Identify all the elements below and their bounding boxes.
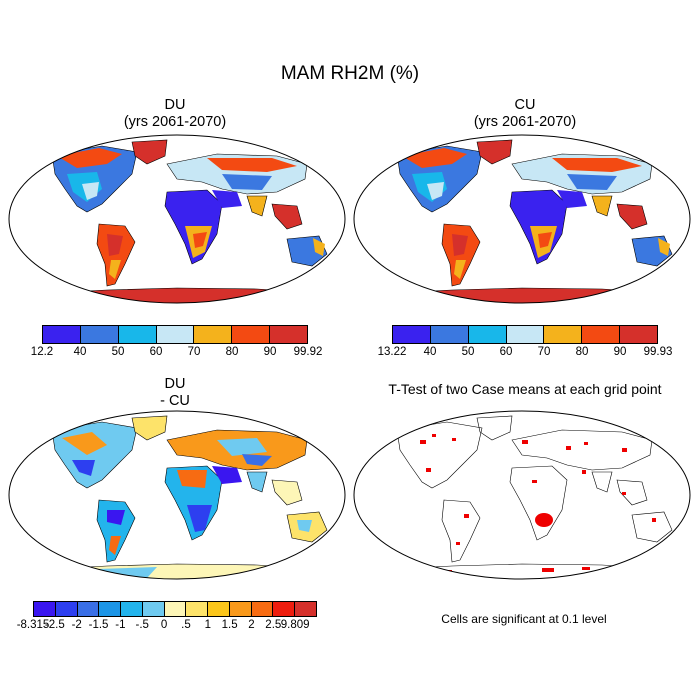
- colorbar-diff: [33, 601, 317, 617]
- colorbar-du: [42, 325, 308, 344]
- colorbar-diff-tick-label: -2: [71, 619, 82, 631]
- colorbar-cu-swatch: [468, 326, 507, 343]
- colorbar-diff-tick-label: -.5: [135, 619, 149, 631]
- colorbar-diff-swatch: [208, 602, 230, 616]
- colorbar-diff-swatch: [121, 602, 143, 616]
- colorbar-diff-swatch: [164, 602, 187, 616]
- colorbar-du-swatch: [270, 326, 308, 343]
- colorbar-du-tick-label: 50: [111, 346, 125, 358]
- colorbar-diff-tick-label: -1.5: [88, 619, 109, 631]
- significance-note: Cells are significant at 0.1 level: [441, 612, 607, 626]
- panel-diff-title-block: DU - CU: [90, 376, 260, 410]
- colorbar-diff-tick-label: 2: [248, 619, 255, 631]
- colorbar-cu-swatch: [430, 326, 469, 343]
- colorbar-cu: [392, 325, 658, 344]
- colorbar-du-swatch: [80, 326, 119, 343]
- colorbar-diff-swatch: [99, 602, 122, 616]
- colorbar-cu-tick-label: 60: [499, 346, 513, 358]
- colorbar-diff-tick-label: 1.5: [221, 619, 238, 631]
- colorbar-du-swatch: [194, 326, 233, 343]
- colorbar-du-tick-label: 99.92: [293, 346, 323, 358]
- panel-cu-title-block: CU (yrs 2061-2070): [440, 97, 610, 131]
- colorbar-diff-swatch: [295, 602, 316, 616]
- colorbar-diff-tick-label: -1: [115, 619, 126, 631]
- colorbar-cu-swatch: [544, 326, 583, 343]
- colorbar-cu-swatch: [582, 326, 621, 343]
- colorbar-diff-tick-label: 1: [204, 619, 211, 631]
- colorbar-du-swatch: [43, 326, 81, 343]
- panel-ttest-title: T-Test of two Case means at each grid po…: [388, 381, 662, 397]
- panel-cu-title: CU: [514, 97, 536, 113]
- colorbar-diff-tick-label: 2.5: [265, 619, 282, 631]
- panel-du-subtitle: (yrs 2061-2070): [123, 114, 227, 130]
- panel-diff-title: DU: [164, 376, 186, 392]
- figure-title: MAM RH2M (%): [280, 63, 420, 84]
- colorbar-du-swatch: [232, 326, 271, 343]
- panel-cu-subtitle: (yrs 2061-2070): [473, 114, 577, 130]
- map-ttest: [353, 410, 691, 580]
- colorbar-diff-swatch: [34, 602, 56, 616]
- colorbar-cu-tick-label: 50: [461, 346, 475, 358]
- colorbar-diff-swatch: [229, 602, 252, 616]
- colorbar-cu-tick-label: 70: [537, 346, 551, 358]
- colorbar-du-tick-label: 70: [187, 346, 201, 358]
- colorbar-diff-swatch: [273, 602, 296, 616]
- colorbar-cu-tick-label: 80: [575, 346, 589, 358]
- colorbar-diff-tick-label: 9.809: [280, 619, 310, 631]
- colorbar-du-swatch: [156, 326, 195, 343]
- panel-du-title-block: DU (yrs 2061-2070): [90, 97, 260, 131]
- colorbar-du-tick-label: 12.2: [30, 346, 54, 358]
- colorbar-cu-swatch: [393, 326, 431, 343]
- colorbar-diff-swatch: [55, 602, 78, 616]
- panel-diff-subtitle: - CU: [160, 393, 190, 409]
- map-cu: [353, 134, 691, 304]
- colorbar-diff-tick-label: -2.5: [44, 619, 65, 631]
- colorbar-diff-swatch: [186, 602, 209, 616]
- colorbar-diff-tick-label: .5: [181, 619, 191, 631]
- colorbar-diff-swatch: [142, 602, 165, 616]
- colorbar-cu-tick-label: 13.22: [377, 346, 407, 358]
- colorbar-du-tick-label: 80: [225, 346, 239, 358]
- colorbar-cu-tick-label: 40: [423, 346, 437, 358]
- map-du: [8, 134, 346, 304]
- colorbar-cu-tick-label: 99.93: [643, 346, 673, 358]
- colorbar-diff-swatch: [77, 602, 100, 616]
- colorbar-diff-tick-label: -8.315: [16, 619, 50, 631]
- colorbar-cu-tick-label: 90: [613, 346, 627, 358]
- map-diff: [8, 410, 346, 580]
- colorbar-du-tick-label: 40: [73, 346, 87, 358]
- colorbar-cu-swatch: [620, 326, 658, 343]
- colorbar-du-tick-label: 90: [263, 346, 277, 358]
- colorbar-du-swatch: [118, 326, 157, 343]
- colorbar-du-tick-label: 60: [149, 346, 163, 358]
- colorbar-diff-tick-label: 0: [160, 619, 168, 631]
- colorbar-diff-swatch: [251, 602, 274, 616]
- panel-du-title: DU: [164, 97, 186, 113]
- colorbar-cu-swatch: [506, 326, 545, 343]
